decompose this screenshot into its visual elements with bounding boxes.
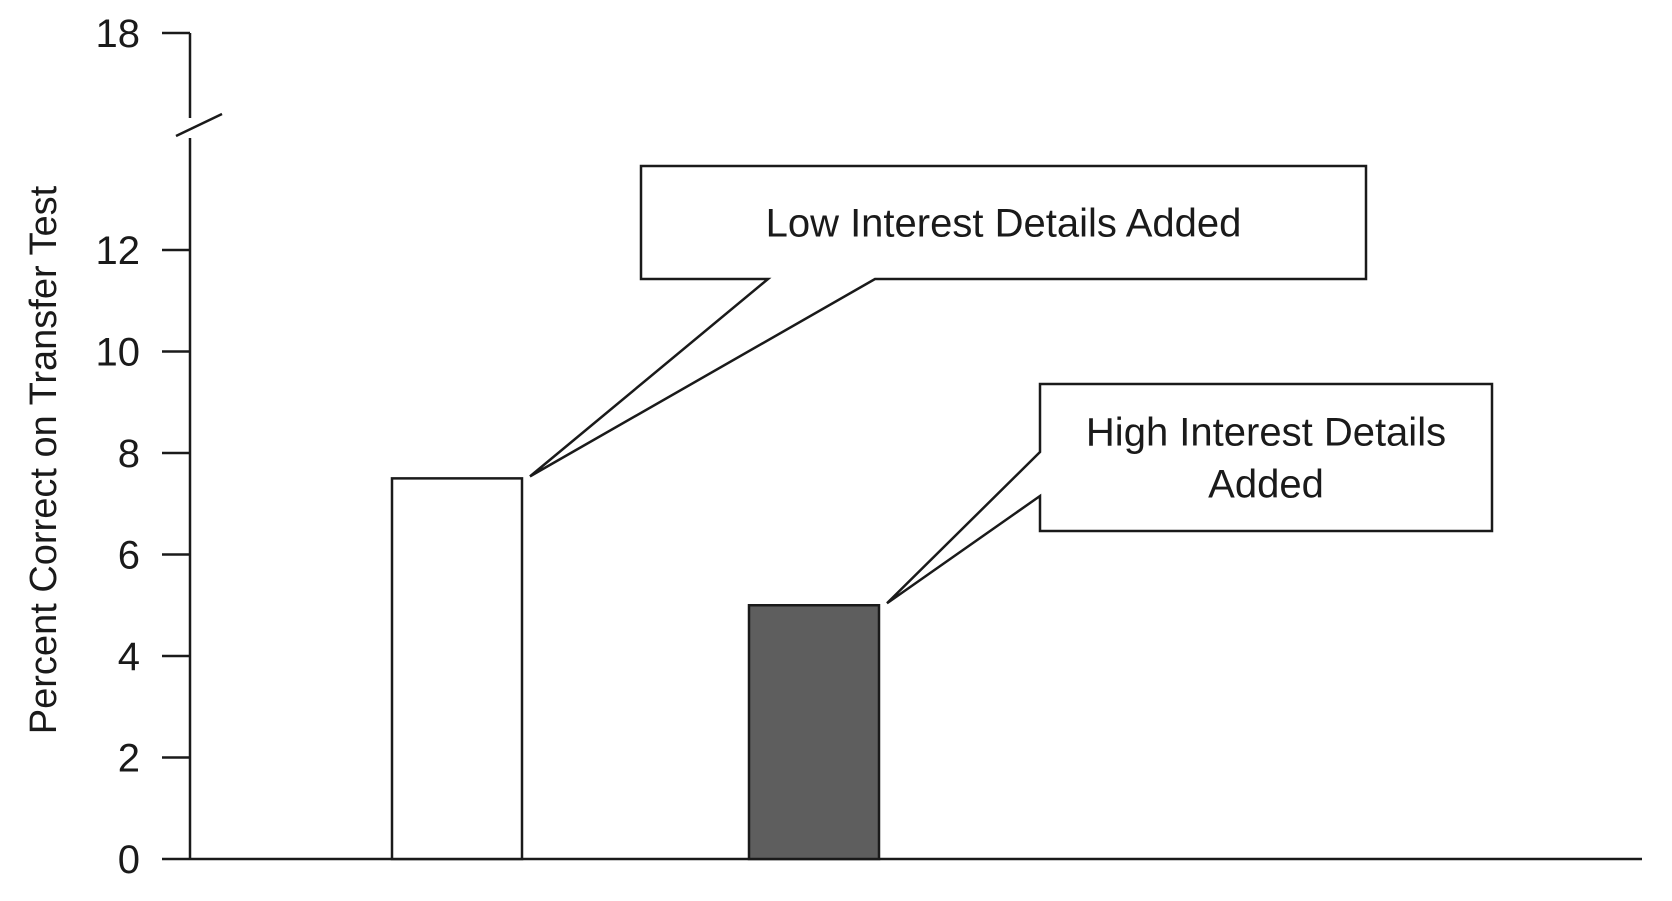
bar-low-interest — [390, 477, 524, 861]
callout-label: High Interest Details — [1086, 411, 1446, 455]
callout-label: Low Interest Details Added — [766, 202, 1242, 246]
callout-box — [529, 164, 1368, 478]
bars — [390, 477, 881, 861]
y-axis-title: Percent Correct on Transfer Test — [23, 185, 65, 734]
y-tick-label: 2 — [118, 737, 140, 781]
y-tick-label: 10 — [96, 331, 141, 375]
y-tick-label: 12 — [96, 229, 141, 273]
y-tick-label: 18 — [96, 12, 141, 56]
y-tick-label: 4 — [118, 635, 140, 679]
y-ticks: 0 2 4 6 8 10 12 18 — [96, 12, 190, 882]
y-tick-label: 0 — [118, 838, 140, 882]
callout-label: Added — [1208, 463, 1324, 507]
axis-break-mark — [175, 112, 223, 138]
callout-box — [886, 382, 1494, 605]
bar-high-interest — [747, 604, 881, 861]
y-tick-label: 8 — [118, 432, 140, 476]
y-tick-label: 6 — [118, 534, 140, 578]
callouts: Low Interest Details Added High Interest … — [529, 164, 1494, 605]
